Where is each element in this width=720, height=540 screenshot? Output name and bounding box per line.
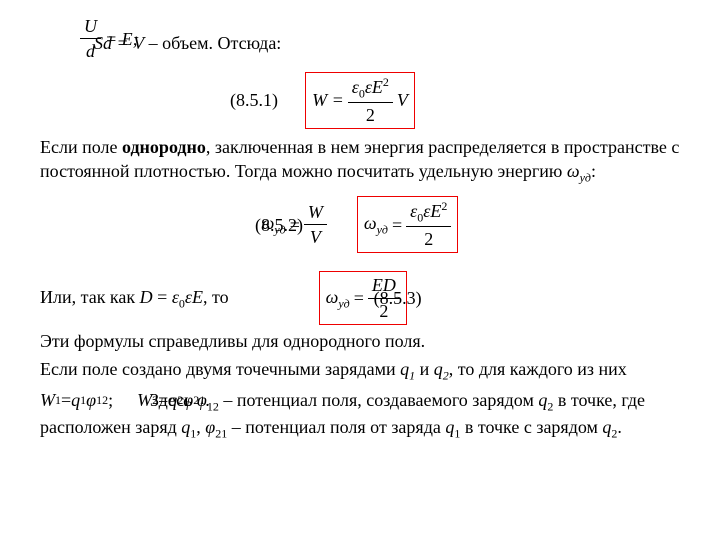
eps: ε xyxy=(352,77,359,97)
eq-852-box: ωуд = ε0εE2 2 xyxy=(357,196,458,253)
s2: уд xyxy=(377,223,388,237)
w2: W xyxy=(137,388,152,412)
v: V xyxy=(304,225,327,249)
sq: 2 xyxy=(441,199,447,213)
eq-852-num: (8.5.2) xyxy=(255,213,303,237)
e: – потенциал поля от заряда xyxy=(227,417,445,437)
q1b: q xyxy=(445,417,454,437)
w: W xyxy=(304,200,327,225)
den851: 2 xyxy=(348,103,393,127)
b: – потенциал поля, создаваемого зарядом xyxy=(219,390,539,410)
ee: εE xyxy=(365,77,383,97)
rest: , то для каждого из них xyxy=(449,359,627,379)
q2: q xyxy=(538,390,547,410)
w1: W xyxy=(40,388,55,412)
p2: φ xyxy=(183,388,193,412)
frac-wv: W V xyxy=(304,200,327,250)
t1: Если поле xyxy=(40,137,122,157)
para-homogeneous: Если поле однородно, заключенная в нем э… xyxy=(40,135,680,186)
para5: Если поле создано двумя точечными заряда… xyxy=(40,357,680,384)
para-d-row: Или, так как D = ε0εE, то ωуд = ED 2 (8.… xyxy=(40,271,680,325)
t2: однородно xyxy=(122,137,206,157)
eq-851-box: W = ε0εE2 2 V xyxy=(305,72,415,129)
g: . xyxy=(617,417,622,437)
rhs-e: = E; xyxy=(105,27,139,51)
num851: ε0εE2 xyxy=(348,74,393,103)
o2: ω xyxy=(364,213,377,233)
ud: уд xyxy=(580,171,591,185)
line-sd-v: U d = E; Sd = V – объем. Отсюда: xyxy=(40,20,680,66)
eq-851: (8.5.1) W = ε0εE2 2 V xyxy=(40,72,680,129)
sq: 2 xyxy=(383,75,389,89)
q2: q xyxy=(434,359,443,379)
omega: ω xyxy=(567,161,580,181)
u: U xyxy=(80,14,101,39)
q1: q xyxy=(71,388,80,412)
s: уд xyxy=(338,296,349,310)
eq-w1w2: W1 = q1φ12; W2 = q2φ21. xyxy=(40,388,210,412)
eq-853-num: (8.5.3) xyxy=(374,286,422,310)
ps1: 12 xyxy=(96,392,108,408)
frac-851: ε0εE2 2 xyxy=(348,74,393,127)
den852: 2 xyxy=(406,227,451,251)
d: , xyxy=(196,417,205,437)
rest: – объем. Отсюда: xyxy=(144,33,281,53)
f: в точке с зарядом xyxy=(460,417,602,437)
s21: 21 xyxy=(215,426,227,440)
p21: φ xyxy=(205,417,215,437)
o: ω xyxy=(326,287,339,307)
eq-853: ωуд = ED 2 (8.5.3) xyxy=(319,271,407,325)
eq-sign-2: = xyxy=(392,213,402,237)
e0: ε xyxy=(172,287,179,307)
eq-852: ωуд = W V (8.5.2) ωуд = ε0εE2 2 xyxy=(40,196,680,253)
omega-r: ωуд xyxy=(364,211,388,238)
colon: : xyxy=(591,161,596,181)
p1: φ xyxy=(86,388,96,412)
ee: εE xyxy=(423,201,441,221)
para4: Эти формулы справедливы для однородного … xyxy=(40,329,680,353)
sep: ; xyxy=(108,388,113,412)
w: W = xyxy=(312,88,344,112)
a: Или, так как xyxy=(40,287,140,307)
eq: = xyxy=(153,287,172,307)
eq2: = xyxy=(158,388,168,412)
e: εE xyxy=(185,287,203,307)
omega: ωуд xyxy=(326,285,350,312)
dot: . xyxy=(205,388,210,412)
and: и xyxy=(415,359,434,379)
a: Если поле создано двумя точечными заряда… xyxy=(40,359,400,379)
ps2: 21 xyxy=(193,392,205,408)
frac-u-d: U d xyxy=(80,14,101,64)
v: V xyxy=(397,88,408,112)
d: D xyxy=(140,287,153,307)
eq1: = xyxy=(61,388,71,412)
q2: q xyxy=(168,388,177,412)
eq-u-d-e: U d = E; xyxy=(80,14,139,64)
para-d: Или, так как D = ε0εE, то xyxy=(40,285,229,312)
eqs: = xyxy=(354,286,364,310)
q1: q xyxy=(181,417,190,437)
d: d xyxy=(80,39,101,63)
num852: ε0εE2 xyxy=(406,198,451,227)
rest: , то xyxy=(203,287,229,307)
eq-851-num: (8.5.1) xyxy=(230,88,278,112)
q1: q xyxy=(400,359,409,379)
frac-852: ε0εE2 2 xyxy=(406,198,451,251)
bottom-block: W1 = q1φ12; W2 = q2φ21. Здесь φ12 – поте… xyxy=(40,388,680,442)
